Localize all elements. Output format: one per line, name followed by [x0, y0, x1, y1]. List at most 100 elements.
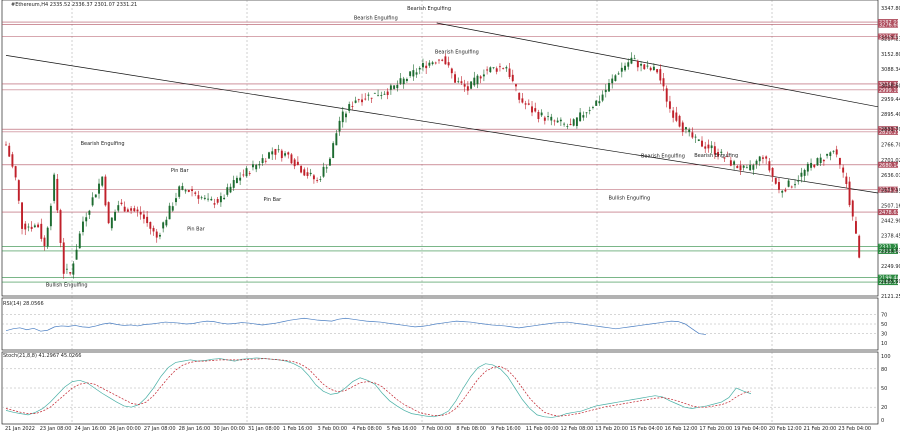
candle-body[interactable]: [232, 180, 235, 188]
candle-body[interactable]: [591, 107, 594, 108]
candle-body[interactable]: [739, 165, 742, 171]
candle-body[interactable]: [120, 202, 123, 205]
candle-body[interactable]: [652, 66, 655, 71]
candle-body[interactable]: [303, 169, 306, 176]
candle-body[interactable]: [194, 192, 197, 194]
candle-body[interactable]: [553, 120, 556, 122]
candle-body[interactable]: [399, 78, 402, 84]
candle-body[interactable]: [729, 160, 732, 166]
candle-body[interactable]: [726, 156, 729, 158]
candle-body[interactable]: [248, 173, 251, 174]
candle-body[interactable]: [646, 65, 649, 67]
candle-body[interactable]: [207, 198, 210, 200]
candle-body[interactable]: [534, 108, 537, 112]
candle-body[interactable]: [348, 104, 351, 111]
candle-body[interactable]: [386, 91, 389, 96]
candle-body[interactable]: [649, 67, 652, 71]
candle-body[interactable]: [768, 161, 771, 171]
candle-body[interactable]: [162, 222, 165, 229]
candle-body[interactable]: [774, 177, 777, 184]
candle-body[interactable]: [556, 120, 559, 123]
candle-body[interactable]: [264, 160, 267, 162]
candle-body[interactable]: [736, 165, 739, 169]
candle-body[interactable]: [608, 82, 610, 92]
candle-body[interactable]: [123, 206, 126, 212]
candle-body[interactable]: [473, 77, 476, 86]
candle-body[interactable]: [550, 116, 553, 121]
candle-body[interactable]: [614, 75, 617, 81]
candle-body[interactable]: [787, 180, 790, 187]
candle-body[interactable]: [142, 214, 145, 219]
candle-body[interactable]: [855, 221, 857, 234]
candle-body[interactable]: [444, 56, 447, 65]
candle-body[interactable]: [338, 120, 341, 132]
candle-body[interactable]: [146, 216, 149, 224]
candle-body[interactable]: [72, 263, 75, 275]
candle-body[interactable]: [252, 164, 254, 168]
candle-body[interactable]: [345, 113, 347, 118]
candle-body[interactable]: [511, 74, 514, 82]
candle-body[interactable]: [665, 88, 668, 102]
candle-body[interactable]: [755, 160, 758, 165]
candle-body[interactable]: [158, 234, 161, 237]
candle-body[interactable]: [521, 98, 524, 103]
candle-body[interactable]: [604, 89, 607, 93]
candle-body[interactable]: [396, 84, 399, 89]
candle-body[interactable]: [17, 180, 20, 201]
candle-body[interactable]: [56, 178, 59, 211]
candle-body[interactable]: [566, 126, 569, 127]
candle-body[interactable]: [306, 172, 309, 176]
candle-body[interactable]: [537, 111, 540, 120]
candle-body[interactable]: [662, 78, 665, 87]
candle-body[interactable]: [210, 198, 213, 201]
candle-body[interactable]: [838, 157, 841, 165]
candle-body[interactable]: [242, 174, 245, 176]
candle-body[interactable]: [14, 166, 17, 178]
candle-body[interactable]: [572, 119, 575, 126]
candle-body[interactable]: [69, 272, 72, 274]
candle-body[interactable]: [130, 208, 133, 211]
candle-body[interactable]: [11, 154, 14, 167]
candle-body[interactable]: [191, 189, 193, 192]
candle-body[interactable]: [33, 225, 36, 228]
candle-body[interactable]: [284, 153, 287, 156]
candle-body[interactable]: [633, 58, 636, 60]
candle-body[interactable]: [717, 152, 720, 157]
candle-body[interactable]: [790, 186, 793, 188]
candle-body[interactable]: [858, 235, 861, 258]
candle-body[interactable]: [65, 268, 68, 270]
candle-body[interactable]: [377, 95, 380, 97]
candle-body[interactable]: [239, 177, 242, 181]
candle-body[interactable]: [178, 186, 181, 197]
candle-body[interactable]: [829, 152, 832, 157]
candle-body[interactable]: [720, 151, 723, 153]
candle-body[interactable]: [470, 81, 473, 89]
candle-body[interactable]: [563, 123, 566, 125]
candle-body[interactable]: [447, 62, 450, 66]
candle-body[interactable]: [104, 176, 107, 206]
candle-body[interactable]: [328, 158, 331, 166]
candle-body[interactable]: [91, 197, 94, 206]
candle-body[interactable]: [380, 95, 383, 96]
candle-body[interactable]: [588, 109, 591, 111]
candle-body[interactable]: [425, 65, 428, 69]
candle-body[interactable]: [290, 154, 293, 164]
candle-body[interactable]: [752, 165, 755, 170]
candle-body[interactable]: [213, 203, 216, 205]
candle-body[interactable]: [293, 159, 296, 167]
candle-body[interactable]: [454, 74, 456, 83]
candle-body[interactable]: [701, 140, 703, 147]
candle-body[interactable]: [466, 86, 469, 91]
candle-body[interactable]: [216, 199, 219, 203]
candle-body[interactable]: [515, 84, 517, 87]
candle-body[interactable]: [107, 202, 110, 224]
candle-body[interactable]: [351, 106, 354, 107]
candle-body[interactable]: [710, 145, 713, 149]
candle-body[interactable]: [505, 67, 508, 69]
candle-body[interactable]: [441, 59, 444, 61]
candle-body[interactable]: [300, 165, 303, 173]
candle-body[interactable]: [24, 223, 27, 230]
time-axis[interactable]: 21 Jan 2022 23 Jan 08:00 24 Jan 16:00 26 Ja…: [5, 426, 871, 432]
candle-body[interactable]: [643, 64, 646, 70]
candle-body[interactable]: [723, 157, 726, 159]
